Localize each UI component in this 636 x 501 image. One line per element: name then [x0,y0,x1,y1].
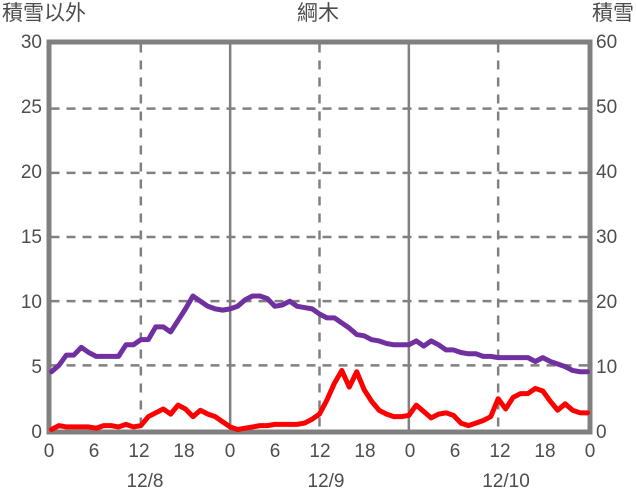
series-line-snow [49,293,590,375]
y-left-tick: 15 [20,227,42,248]
y-left-tick: 25 [20,97,42,118]
x-tick: 6 [88,441,100,462]
right-axis-title: 積雪 [592,2,634,25]
chart-title: 綱木 [297,2,339,25]
y-left-tick: 5 [31,357,42,378]
y-right-tick: 60 [596,32,618,53]
y-left-tick: 20 [20,162,42,183]
x-tick: 0 [404,441,416,462]
x-tick: 0 [224,441,236,462]
x-tick: 18 [173,441,195,462]
x-tick: 0 [584,441,596,462]
day-label: 12/8 [126,471,164,492]
y-left-tick: 0 [31,422,42,443]
y-right-tick: 10 [596,357,618,378]
x-tick: 12 [489,441,511,462]
series-line-other [49,367,590,432]
plot-frame [46,39,593,435]
y-right-tick: 50 [596,97,618,118]
day-label: 12/9 [307,471,345,492]
day-label: 12/10 [482,471,530,492]
y-right-tick: 0 [596,422,607,443]
x-tick: 6 [449,441,461,462]
x-tick: 6 [269,441,281,462]
left-axis-title: 積雪以外 [2,2,86,25]
vertical-gridlines [139,43,500,431]
x-tick: 18 [534,441,556,462]
y-right-tick: 30 [596,227,618,248]
y-right-tick: 20 [596,292,618,313]
y-left-tick: 30 [20,32,42,53]
x-tick: 12 [128,441,150,462]
day-boundary-lines [228,43,411,431]
y-right-tick: 40 [596,162,618,183]
x-tick: 12 [309,441,331,462]
y-left-tick: 10 [20,292,42,313]
x-tick: 0 [43,441,55,462]
x-tick: 18 [354,441,376,462]
